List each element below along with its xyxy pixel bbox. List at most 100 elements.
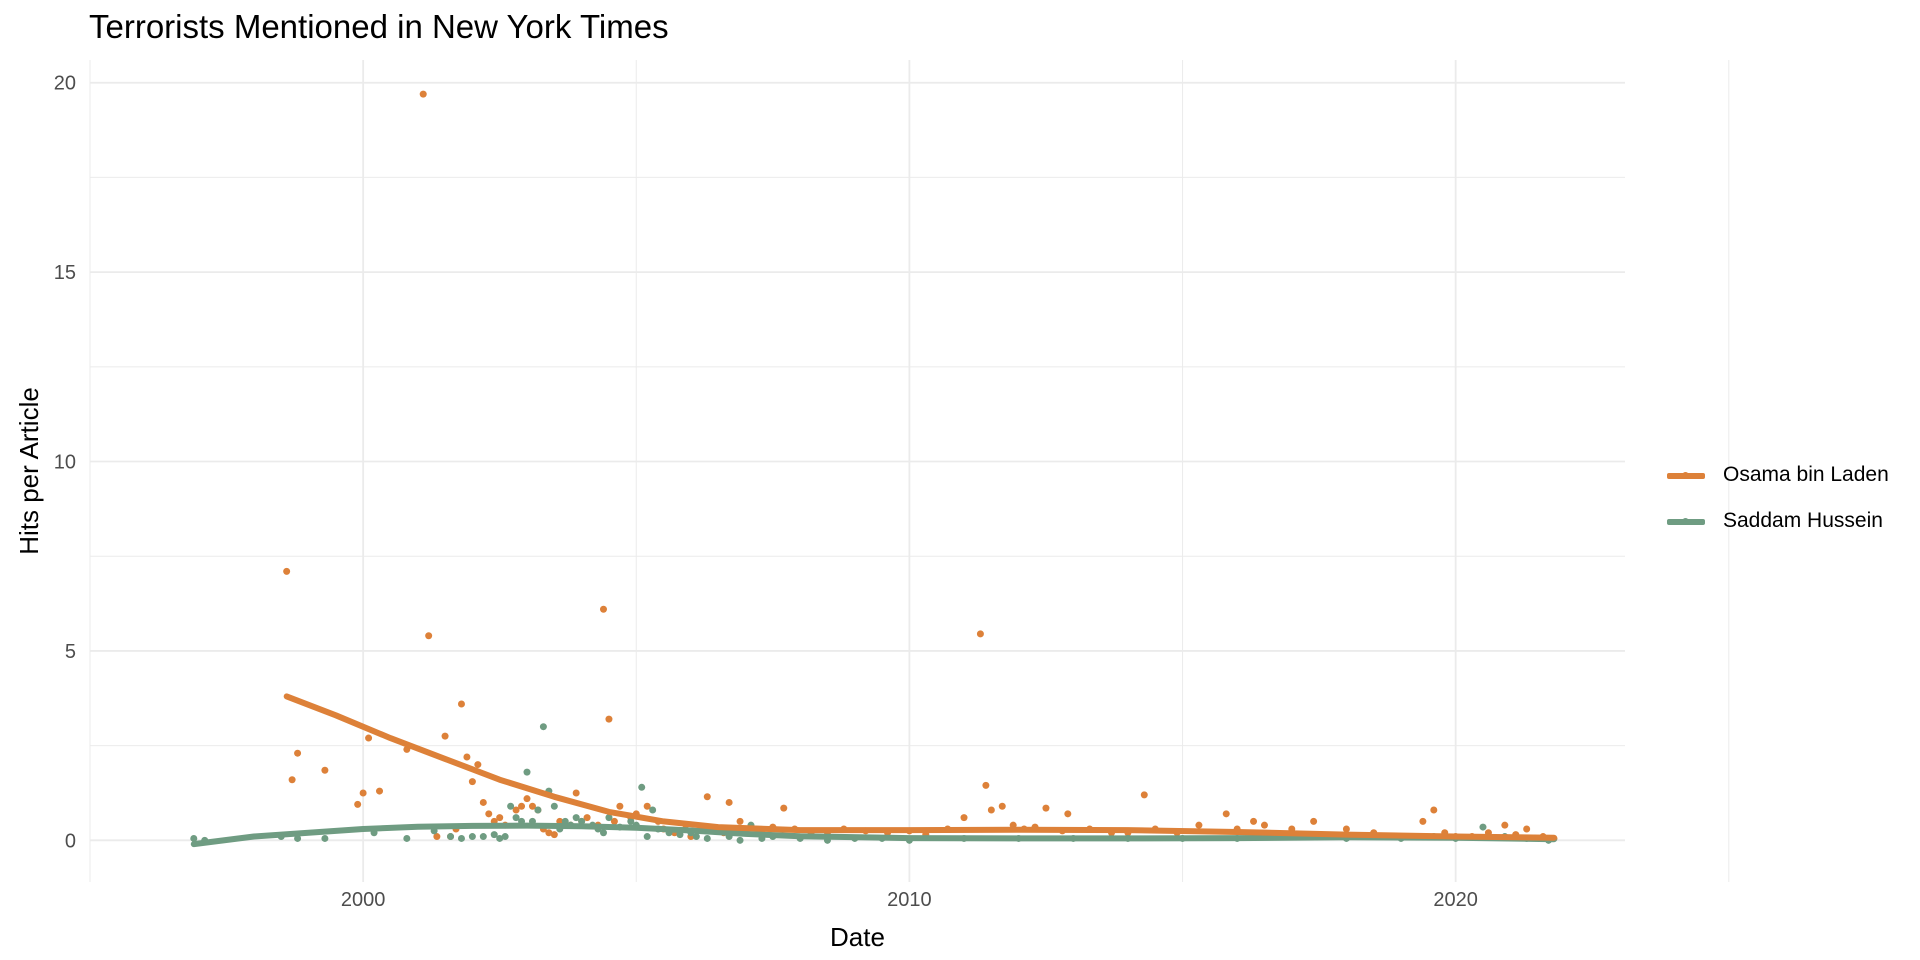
osama-bin-laden-point bbox=[321, 766, 329, 774]
saddam-hussein-point bbox=[447, 833, 455, 841]
osama-bin-laden-point bbox=[294, 749, 302, 757]
osama-bin-laden-point bbox=[1042, 804, 1050, 812]
saddam-hussein-trend-line bbox=[190, 822, 1557, 848]
y-tick-label: 15 bbox=[54, 262, 76, 284]
osama-bin-laden-point bbox=[1064, 810, 1072, 818]
y-axis-title: Hits per Article bbox=[14, 387, 44, 555]
osama-bin-laden-point bbox=[780, 804, 788, 812]
legend: Osama bin Laden Saddam Hussein bbox=[1665, 452, 1889, 544]
osama-bin-laden-point bbox=[1419, 817, 1427, 825]
saddam-hussein-point bbox=[736, 836, 744, 844]
osama-bin-laden-point bbox=[1310, 817, 1318, 825]
saddam-hussein-point bbox=[703, 834, 711, 842]
saddam-hussein-point bbox=[294, 834, 302, 842]
grid-layer bbox=[89, 60, 1730, 882]
osama-bin-laden-point bbox=[736, 817, 744, 825]
saddam-hussein-point bbox=[496, 834, 504, 842]
saddam-hussein-point bbox=[550, 802, 558, 810]
osama-bin-laden-point bbox=[496, 814, 504, 822]
osama-bin-laden-point bbox=[468, 778, 476, 786]
saddam-hussein-point bbox=[457, 834, 465, 842]
osama-bin-laden-point bbox=[1342, 825, 1350, 833]
legend-swatch bbox=[1665, 461, 1707, 489]
osama-bin-laden-point bbox=[610, 817, 618, 825]
osama-bin-laden-point bbox=[1250, 817, 1258, 825]
osama-bin-laden-point bbox=[1501, 821, 1509, 829]
saddam-hussein-point bbox=[572, 814, 580, 822]
osama-bin-laden-point bbox=[583, 814, 591, 822]
y-tick-label: 10 bbox=[54, 452, 76, 474]
saddam-hussein-point bbox=[468, 833, 476, 841]
osama-bin-laden-point bbox=[987, 806, 995, 814]
osama-bin-laden-point bbox=[1222, 810, 1230, 818]
osama-bin-laden-point bbox=[616, 802, 624, 810]
osama-bin-laden-point bbox=[550, 831, 558, 839]
osama-bin-laden-point bbox=[419, 90, 427, 98]
osama-bin-laden-point bbox=[288, 776, 296, 784]
saddam-hussein-point bbox=[599, 829, 607, 837]
osama-bin-laden-point bbox=[463, 753, 471, 761]
osama-bin-laden-point bbox=[479, 798, 487, 806]
osama-bin-laden-point bbox=[512, 806, 520, 814]
chart-title: Terrorists Mentioned in New York Times bbox=[89, 8, 669, 45]
osama-bin-laden-point bbox=[1195, 821, 1203, 829]
osama-bin-laden-point bbox=[725, 798, 733, 806]
osama-bin-laden-point bbox=[457, 700, 465, 708]
osama-bin-laden-point bbox=[960, 814, 968, 822]
osama-bin-laden-point bbox=[599, 605, 607, 613]
saddam-hussein-point bbox=[479, 833, 487, 841]
y-tick-label: 5 bbox=[65, 641, 76, 663]
x-tick-label: 2010 bbox=[887, 889, 932, 911]
saddam-hussein-point bbox=[321, 834, 329, 842]
saddam-hussein-point bbox=[190, 834, 198, 842]
legend-item-saddam-hussein: Saddam Hussein bbox=[1665, 498, 1889, 544]
osama-bin-laden-point bbox=[528, 802, 536, 810]
legend-label: Osama bin Laden bbox=[1723, 463, 1889, 486]
osama-bin-laden-point bbox=[643, 802, 651, 810]
saddam-hussein-point bbox=[534, 806, 542, 814]
saddam-hussein-point bbox=[627, 817, 635, 825]
saddam-hussein-point bbox=[1479, 823, 1487, 831]
saddam-hussein-point bbox=[605, 814, 613, 822]
osama-bin-laden-point bbox=[1523, 825, 1531, 833]
saddam-hussein-point bbox=[403, 834, 411, 842]
saddam-hussein-point bbox=[692, 833, 700, 841]
osama-bin-laden-point bbox=[545, 829, 553, 837]
osama-bin-laden-point bbox=[1430, 806, 1438, 814]
saddam-hussein-point bbox=[578, 817, 586, 825]
legend-item-osama-bin-laden: Osama bin Laden bbox=[1665, 452, 1889, 498]
saddam-hussein-point bbox=[539, 723, 547, 731]
osama-bin-laden-trend-line bbox=[283, 693, 1557, 841]
saddam-hussein-point bbox=[638, 783, 646, 791]
series-layer bbox=[190, 90, 1558, 848]
osama-bin-laden-point bbox=[518, 802, 526, 810]
osama-bin-laden-point bbox=[376, 787, 384, 795]
osama-bin-laden-point bbox=[605, 715, 613, 723]
y-tick-label: 0 bbox=[65, 830, 76, 852]
axis-layer: 0 5 10 15 20 2000 2010 2020 Date Hits per Article bbox=[14, 73, 1478, 952]
osama-bin-laden-point bbox=[1260, 821, 1268, 829]
osama-bin-laden-point bbox=[354, 800, 362, 808]
osama-bin-laden-point bbox=[523, 795, 531, 803]
x-tick-label: 2020 bbox=[1433, 889, 1478, 911]
osama-bin-laden-point bbox=[998, 802, 1006, 810]
saddam-hussein-point bbox=[643, 833, 651, 841]
x-axis-title: Date bbox=[830, 922, 885, 952]
osama-bin-laden-point bbox=[572, 789, 580, 797]
osama-bin-laden-point bbox=[1140, 791, 1148, 799]
saddam-hussein-point bbox=[501, 833, 509, 841]
x-tick-label: 2000 bbox=[341, 889, 386, 911]
osama-bin-laden-point bbox=[703, 793, 711, 801]
osama-bin-laden-point bbox=[982, 781, 990, 789]
osama-bin-laden-point bbox=[283, 567, 291, 575]
saddam-hussein-point bbox=[512, 814, 520, 822]
y-tick-label: 20 bbox=[54, 73, 76, 95]
saddam-hussein-point bbox=[490, 831, 498, 839]
saddam-hussein-point bbox=[523, 768, 531, 776]
osama-bin-laden-point bbox=[433, 833, 441, 841]
legend-swatch bbox=[1665, 507, 1707, 535]
legend-label: Saddam Hussein bbox=[1723, 509, 1883, 532]
osama-bin-laden-point bbox=[359, 789, 367, 797]
osama-bin-laden-point bbox=[425, 632, 433, 640]
osama-bin-laden-point bbox=[485, 810, 493, 818]
